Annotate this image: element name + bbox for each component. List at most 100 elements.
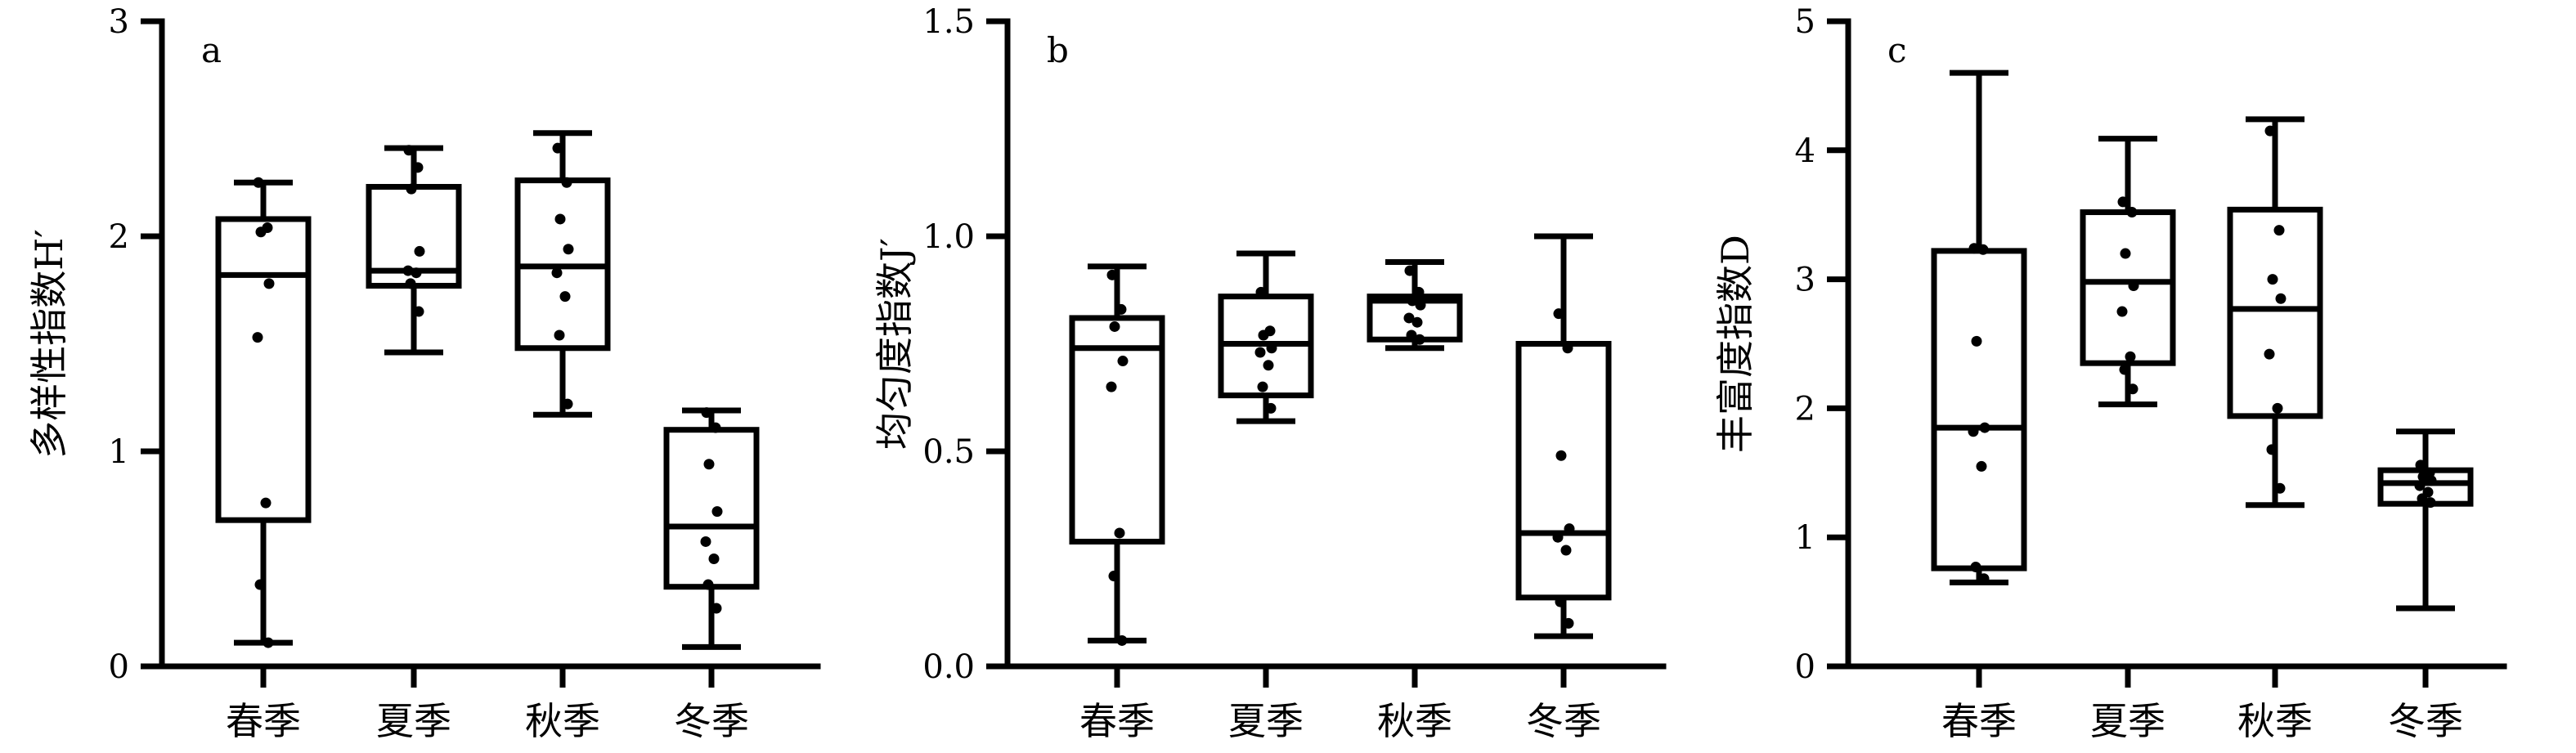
iqr-box	[1069, 315, 1165, 545]
data-point	[263, 637, 274, 648]
data-point	[1413, 286, 1425, 298]
box-3	[1515, 233, 1612, 639]
iqr-box	[2080, 209, 2176, 366]
data-point	[412, 162, 424, 173]
data-point	[2116, 306, 2128, 317]
y-tick-label: 1.0	[922, 218, 975, 256]
y-tick-label: 1	[109, 433, 129, 471]
data-point	[2119, 364, 2130, 375]
data-point	[403, 145, 415, 156]
x-category-label: 夏季	[376, 699, 451, 743]
data-point	[402, 265, 414, 276]
panel-a: 0 1 2 3 春季 夏季 秋季 冬季 多样性指数H′ a	[27, 3, 821, 743]
data-point	[263, 278, 275, 289]
data-point	[1404, 265, 1416, 276]
data-point	[710, 422, 721, 433]
data-point	[2125, 351, 2136, 362]
data-point	[2426, 475, 2437, 486]
data-point	[1255, 286, 1267, 298]
y-tick-label: 2	[1795, 390, 1815, 428]
data-point	[413, 306, 424, 317]
data-point	[1978, 573, 1990, 585]
data-point	[1976, 460, 1987, 472]
data-point	[1560, 545, 1572, 556]
data-point	[1109, 320, 1120, 332]
data-point	[554, 213, 566, 225]
data-point	[1407, 295, 1418, 307]
x-category-label: 夏季	[1228, 699, 1304, 743]
box-3	[2377, 428, 2474, 612]
data-point	[1258, 329, 1269, 341]
y-tick-label: 1.5	[922, 3, 975, 41]
y-tick-label: 5	[1795, 3, 1815, 41]
data-point	[1116, 634, 1128, 646]
data-point	[2414, 480, 2426, 491]
data-point	[562, 398, 573, 410]
data-point	[2417, 493, 2428, 504]
box-0	[215, 177, 312, 648]
x-category-label: 冬季	[674, 699, 749, 743]
data-point	[554, 329, 565, 341]
iqr-box	[1515, 341, 1612, 601]
data-point	[563, 244, 574, 255]
data-point	[1117, 356, 1129, 367]
data-point	[2117, 196, 2129, 208]
x-category-label: 春季	[226, 699, 301, 743]
data-point	[1263, 360, 1274, 371]
data-point	[2425, 497, 2436, 509]
data-point	[1977, 244, 1989, 255]
box-1	[2080, 136, 2176, 408]
y-tick-label: 0	[109, 648, 129, 686]
panel-letter: a	[201, 30, 222, 70]
data-point	[1265, 402, 1277, 414]
data-point	[711, 506, 723, 518]
box-0	[1069, 263, 1165, 646]
data-point	[559, 291, 571, 303]
data-point	[1254, 347, 1266, 358]
data-point	[1108, 571, 1120, 582]
panel-b: 0.0 0.5 1.0 1.5 春季 夏季 秋季 冬季 均匀度指数J′ b	[873, 3, 1667, 743]
data-point	[260, 497, 272, 509]
y-tick-label: 3	[1795, 262, 1815, 299]
y-axis-title: 丰富度指数D	[1713, 235, 1757, 453]
data-point	[1971, 335, 1982, 347]
y-tick-label: 4	[1795, 132, 1815, 170]
data-point	[2273, 225, 2285, 236]
y-tick-label: 1	[1795, 519, 1815, 557]
y-tick-label: 2	[109, 218, 129, 256]
data-point	[2266, 444, 2278, 455]
data-point	[254, 579, 266, 590]
box-3	[663, 407, 760, 650]
data-point	[1257, 381, 1268, 392]
data-point	[2267, 274, 2278, 285]
data-point	[2120, 248, 2131, 259]
iqr-box	[215, 216, 312, 523]
y-tick-label: 0.5	[922, 433, 975, 471]
data-point	[1979, 422, 1990, 433]
data-point	[1970, 561, 1981, 572]
data-point	[2127, 383, 2138, 395]
box-1	[1218, 250, 1314, 424]
data-point	[253, 177, 264, 188]
x-category-label: 冬季	[1526, 699, 1601, 743]
panel-letter: b	[1047, 30, 1069, 70]
data-point	[1115, 303, 1127, 315]
data-point	[2264, 125, 2276, 137]
box-0	[1931, 69, 2027, 585]
iqr-box	[2227, 206, 2323, 419]
data-point	[2417, 471, 2429, 482]
data-point	[411, 267, 422, 279]
data-point	[2272, 402, 2283, 414]
box-1	[366, 145, 462, 356]
data-point	[252, 332, 263, 343]
data-point	[700, 536, 711, 547]
data-point	[703, 459, 715, 470]
data-point	[561, 177, 572, 188]
y-axis-title: 多样性指数H′	[27, 229, 71, 459]
data-point	[1552, 531, 1564, 543]
y-axis-title: 均匀度指数J′	[873, 238, 917, 450]
data-point	[2126, 207, 2138, 218]
data-point	[1114, 527, 1125, 539]
data-point	[1968, 426, 1979, 437]
data-point	[551, 267, 563, 279]
